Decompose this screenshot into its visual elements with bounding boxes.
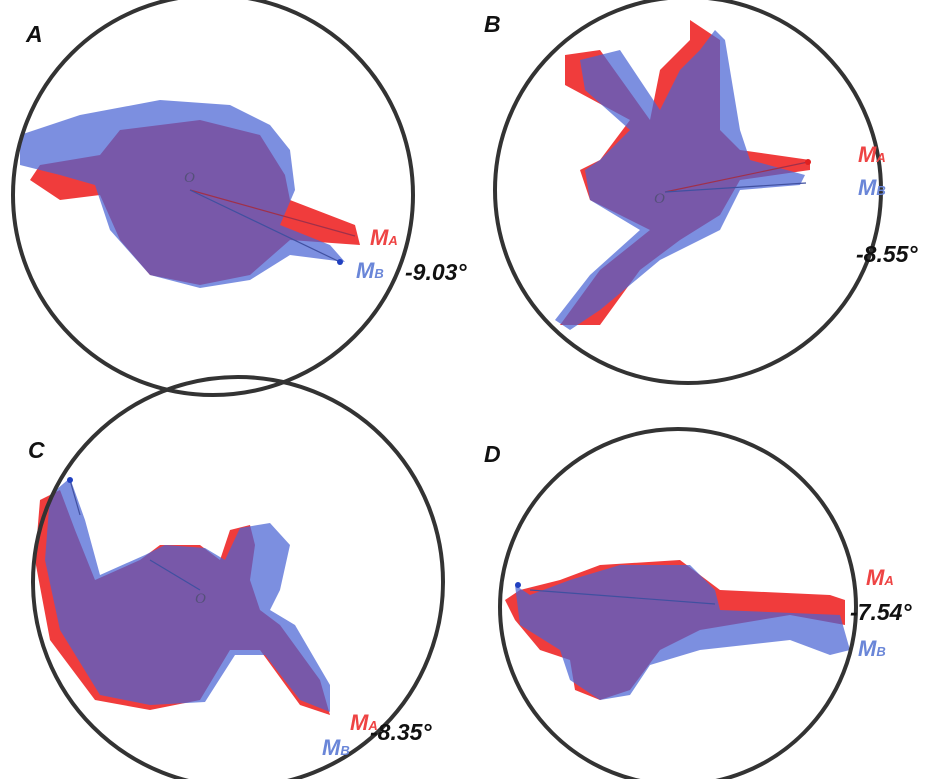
point-b [67, 477, 73, 483]
angle-label: -8.35° [370, 719, 432, 745]
origin-label: O [184, 170, 195, 186]
origin-label: O [195, 591, 206, 607]
shape-b [555, 30, 805, 330]
marker-b: MB [858, 636, 886, 661]
point-b [337, 259, 343, 265]
marker-sub: B [340, 743, 349, 758]
marker-main: M [858, 142, 877, 167]
marker-main: M [356, 258, 375, 283]
figure: A O MA MB -9.03° B O MA MB -8.55° C O MA… [0, 0, 944, 779]
panel-c: C O MA MB -8.35° [28, 377, 443, 779]
point-b [515, 582, 521, 588]
marker-sub: B [876, 183, 885, 198]
marker-a: MA [858, 142, 886, 167]
marker-main: M [322, 735, 341, 760]
marker-b: MB [356, 258, 384, 283]
panel-label: D [484, 441, 501, 467]
marker-main: M [370, 225, 389, 250]
marker-a: MA [370, 225, 398, 250]
panel-label: C [28, 437, 45, 463]
marker-sub: B [876, 644, 885, 659]
page: A O MA MB -9.03° B O MA MB -8.55° C O MA… [0, 0, 944, 779]
panel-label: B [484, 11, 501, 37]
marker-main: M [858, 636, 877, 661]
marker-main: M [858, 175, 877, 200]
marker-main: M [350, 710, 369, 735]
shape-b [515, 565, 850, 700]
panel-d: D MA -7.54° MB [484, 429, 912, 779]
marker-a: MA [866, 565, 894, 590]
marker-sub: A [883, 573, 893, 588]
angle-label: -7.54° [850, 599, 912, 625]
origin-label: O [654, 191, 665, 207]
panel-label: A [25, 21, 43, 47]
marker-sub: A [387, 233, 397, 248]
marker-main: M [866, 565, 885, 590]
panel-b: B O MA MB -8.55° [484, 0, 918, 383]
angle-label: -9.03° [405, 259, 467, 285]
point-a [805, 159, 811, 165]
panel-a: A O MA MB -9.03° [13, 0, 467, 395]
marker-sub: A [875, 150, 885, 165]
marker-sub: B [374, 266, 383, 281]
angle-label: -8.55° [856, 241, 918, 267]
marker-b: MB [322, 735, 350, 760]
